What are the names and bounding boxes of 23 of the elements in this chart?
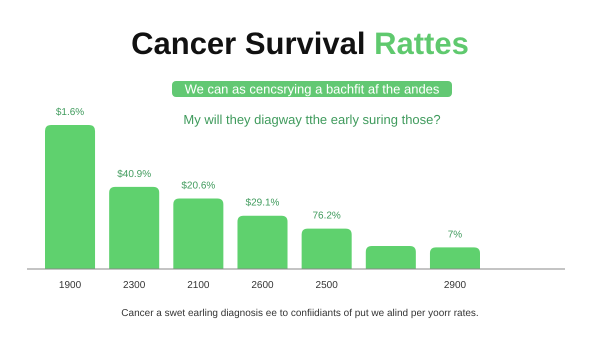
x-tick-label: 2600 [251, 280, 274, 291]
annotation: 76.2% [312, 210, 341, 222]
annotation: $40.9% [117, 168, 152, 180]
x-tick-label: 2500 [316, 280, 338, 291]
bar [237, 216, 288, 269]
x-tick-label: 2300 [123, 280, 146, 291]
bar [366, 246, 416, 269]
bar [109, 186, 160, 269]
annotation: $29.1% [246, 198, 280, 209]
annotation: My will they diagway tthe early suring those? [183, 112, 441, 127]
annotation: $20.6% [181, 180, 216, 192]
bar [430, 247, 480, 269]
text: Cancer a swet earling diagnosis ee to confiidiants of put we alind per yoorr rates. [121, 308, 479, 319]
annotation: $1.6% [56, 107, 84, 118]
chart-subtitle: We can as cencsrying a bachfit af the andes [184, 82, 440, 96]
x-tick-label: 2100 [187, 280, 210, 291]
bar [45, 125, 96, 269]
x-tick-label: 2900 [444, 280, 467, 291]
bar [173, 198, 224, 269]
bar [302, 228, 352, 269]
annotation: 7% [448, 229, 462, 240]
x-tick-label: 1900 [58, 280, 82, 291]
chart-title: Cancer Survival Rattes [131, 26, 469, 61]
